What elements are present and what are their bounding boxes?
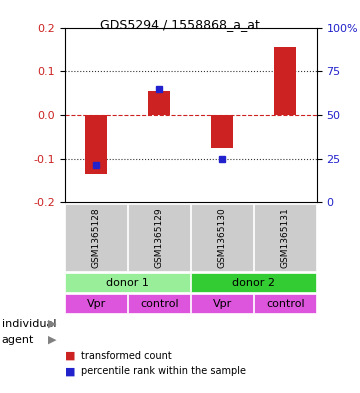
FancyBboxPatch shape (254, 204, 316, 271)
Text: donor 2: donor 2 (232, 278, 275, 288)
Bar (274, 47, 296, 115)
Text: GSM1365129: GSM1365129 (155, 208, 164, 268)
FancyBboxPatch shape (191, 274, 316, 292)
Bar (85, 115, 107, 174)
Text: control: control (266, 299, 305, 309)
Text: control: control (140, 299, 179, 309)
FancyBboxPatch shape (128, 294, 190, 313)
FancyBboxPatch shape (65, 274, 190, 292)
Text: transformed count: transformed count (81, 351, 172, 361)
Text: GSM1365131: GSM1365131 (281, 208, 290, 268)
Bar (148, 91, 170, 115)
Text: Vpr: Vpr (213, 299, 232, 309)
FancyBboxPatch shape (128, 204, 190, 271)
Text: donor 1: donor 1 (106, 278, 149, 288)
Text: GSM1365128: GSM1365128 (92, 208, 101, 268)
FancyBboxPatch shape (65, 294, 127, 313)
FancyBboxPatch shape (254, 294, 316, 313)
Text: Vpr: Vpr (87, 299, 106, 309)
Text: ■: ■ (65, 351, 75, 361)
FancyBboxPatch shape (191, 204, 253, 271)
FancyBboxPatch shape (191, 294, 253, 313)
Text: ▶: ▶ (48, 319, 57, 329)
FancyBboxPatch shape (65, 204, 127, 271)
Text: agent: agent (2, 334, 34, 345)
Text: ■: ■ (65, 366, 75, 376)
Text: GSM1365130: GSM1365130 (218, 208, 227, 268)
Text: percentile rank within the sample: percentile rank within the sample (81, 366, 246, 376)
Text: ▶: ▶ (48, 334, 57, 345)
Text: individual: individual (2, 319, 56, 329)
Bar (211, 115, 233, 148)
Text: GDS5294 / 1558868_a_at: GDS5294 / 1558868_a_at (100, 18, 260, 31)
